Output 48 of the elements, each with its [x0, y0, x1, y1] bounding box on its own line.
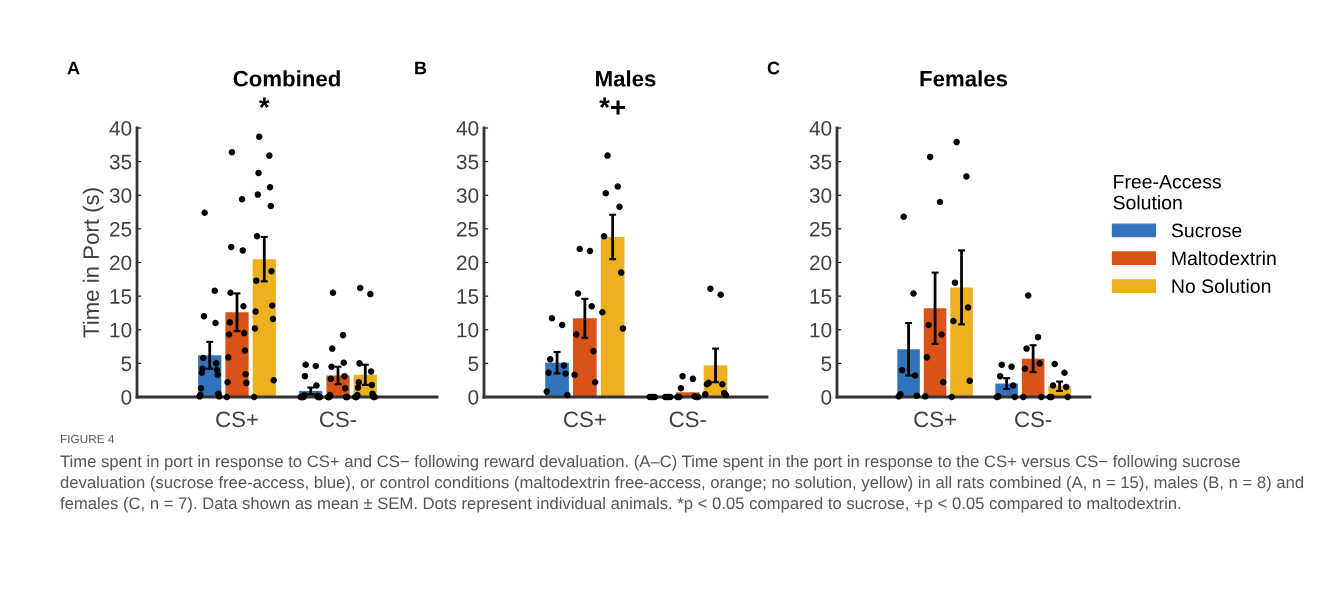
legend-label: No Solution [1172, 278, 1271, 294]
caption: FIGURE 4 [60, 434, 115, 444]
text: C [767, 61, 780, 75]
text: A [67, 61, 80, 75]
y-tick-label: 10 [457, 322, 479, 338]
y-tick-label: 15 [110, 289, 132, 304]
y-tick-label: 40 [809, 121, 832, 136]
y-axis-title: Time in Port (s) [82, 188, 104, 338]
y-tick-label: 35 [109, 154, 132, 170]
y-tick-label: 10 [110, 322, 132, 338]
y-tick-label: 40 [109, 121, 132, 136]
legend-label: Maltodextrin [1172, 250, 1276, 266]
y-tick-label: 0 [121, 390, 132, 405]
y-tick-label: 25 [810, 221, 832, 237]
x-tick-label: CS- [320, 411, 357, 428]
x-tick-label: CS+ [216, 411, 258, 428]
y-tick-label: 15 [457, 289, 479, 304]
text: B [415, 61, 427, 75]
chart-title: Females [920, 70, 1008, 87]
y-tick-label: 0 [821, 390, 832, 405]
y-tick-label: 5 [468, 356, 479, 372]
y-tick-label: 30 [809, 188, 832, 203]
y-tick-label: 15 [810, 289, 832, 304]
text: *+ [599, 97, 626, 115]
y-tick-label: 40 [456, 121, 479, 136]
chart-title: Males [596, 70, 656, 87]
legend-label: Sucrose [1171, 223, 1242, 238]
y-tick-label: 35 [809, 154, 832, 170]
y-tick-label: 30 [456, 188, 479, 203]
x-tick-label: CS- [1015, 411, 1052, 428]
y-tick-label: 20 [110, 255, 132, 271]
x-tick-label: CS+ [914, 411, 956, 428]
y-tick-label: 25 [457, 221, 479, 237]
y-tick-label: 30 [109, 188, 132, 203]
chart-title: Combined [233, 70, 340, 87]
x-tick-label: CS- [669, 411, 706, 428]
text: Time spent in port in response to CS+ and CS− following reward devaluation. (A–C) Time spent in the port in response to the CS+ versus CS− following sucrose devaluation (sucrose free-access, blue), or control conditions (maltodextrin free-access, orange; no solution, yellow) in all rats combined (A, n = 15), males (B, n = 8) and females (C, n = 7). Data shown as mean ± SEM. Dots represent individual animals. *p < 0.05 compared to sucrose, +p < 0.05 compared to maltodextrin. [60, 455, 1304, 513]
legend-title: Free-Access Solution [1113, 175, 1221, 210]
y-tick-label: 0 [468, 390, 479, 405]
y-tick-label: 5 [821, 356, 832, 372]
y-tick-label: 20 [457, 255, 479, 271]
text: * [258, 97, 270, 108]
y-tick-label: 35 [456, 154, 479, 170]
y-tick-label: 25 [110, 221, 132, 237]
y-tick-label: 5 [121, 356, 132, 372]
y-tick-label: 20 [810, 255, 832, 271]
y-tick-label: 10 [810, 322, 832, 338]
x-tick-label: CS+ [564, 411, 606, 428]
